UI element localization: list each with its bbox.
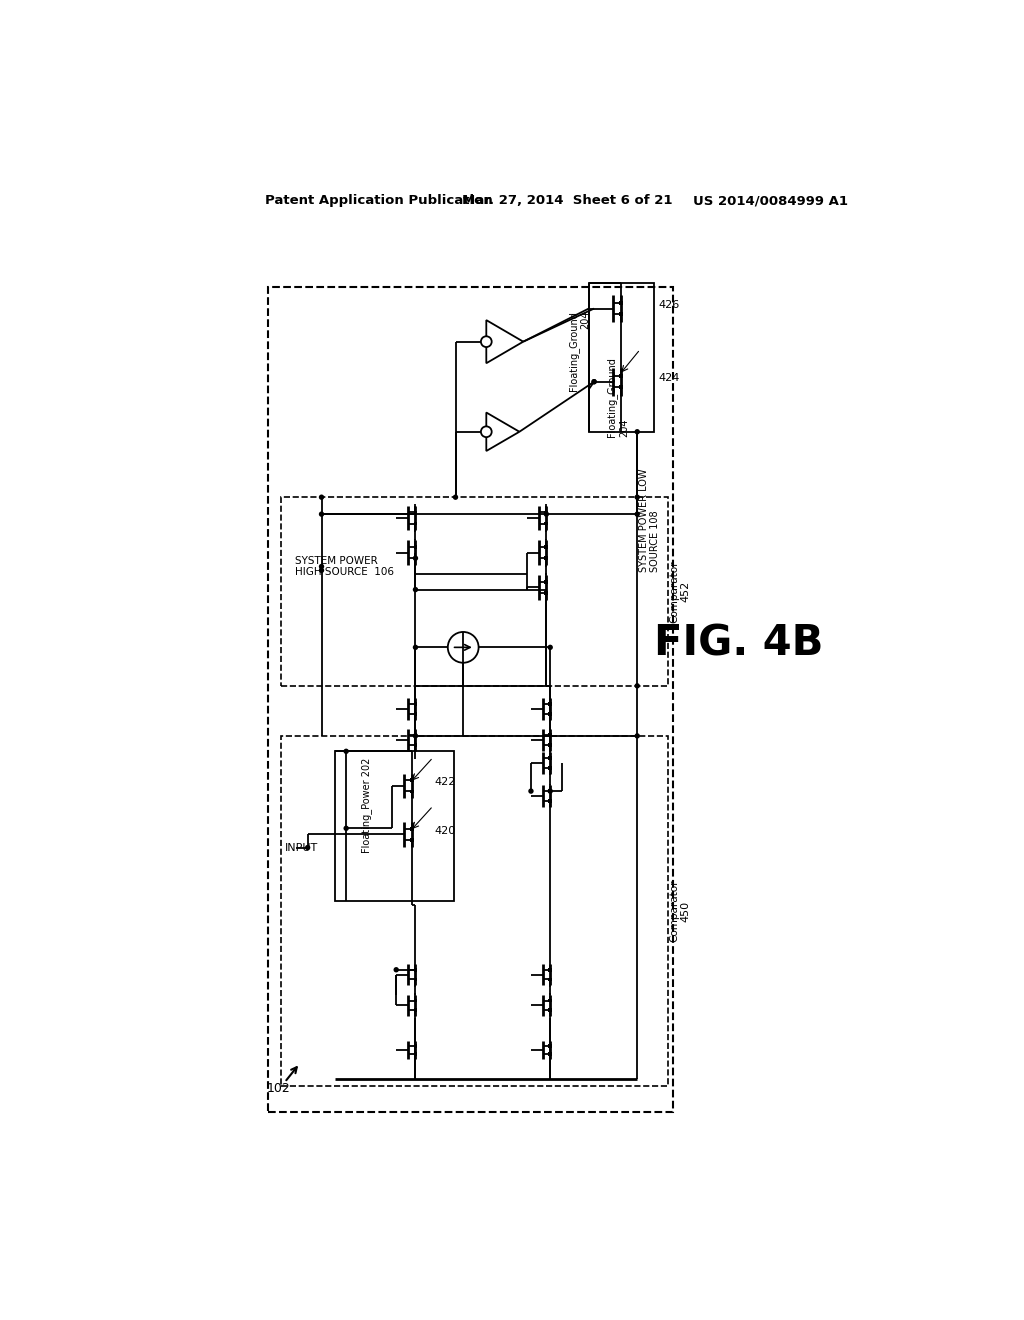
Bar (414, 1044, 418, 1048)
Circle shape (413, 644, 418, 649)
Circle shape (548, 788, 553, 793)
Text: 424: 424 (658, 372, 679, 383)
Bar (410, 789, 414, 793)
Bar (620, 301, 623, 305)
Bar (545, 521, 548, 525)
Circle shape (413, 556, 418, 561)
Bar (410, 838, 414, 842)
Bar (414, 556, 418, 560)
Bar (548, 1008, 552, 1012)
Bar (548, 799, 552, 803)
Bar (545, 545, 548, 549)
Text: Mar. 27, 2014  Sheet 6 of 21: Mar. 27, 2014 Sheet 6 of 21 (462, 194, 672, 207)
Text: Floating_Ground
204: Floating_Ground 204 (567, 312, 590, 391)
Bar (548, 978, 552, 981)
Circle shape (318, 495, 325, 500)
Circle shape (481, 337, 492, 347)
Text: INPUT: INPUT (285, 842, 317, 853)
Circle shape (318, 511, 325, 517)
Bar (414, 999, 418, 1002)
Circle shape (592, 379, 597, 384)
Text: Comparator: Comparator (670, 880, 680, 942)
Text: Patent Application Publication: Patent Application Publication (265, 194, 494, 207)
Circle shape (413, 587, 418, 593)
Bar (414, 1052, 418, 1056)
Bar (548, 756, 552, 760)
Bar (414, 711, 418, 715)
Circle shape (635, 495, 640, 500)
Bar (414, 968, 418, 972)
Bar (548, 766, 552, 770)
Bar (545, 591, 548, 595)
Bar (410, 828, 414, 830)
Bar (545, 511, 548, 515)
Bar (414, 545, 418, 549)
Bar (414, 978, 418, 981)
Text: Floating_Ground
204: Floating_Ground 204 (606, 358, 629, 437)
Bar (414, 733, 418, 737)
Bar (414, 511, 418, 515)
Bar (548, 743, 552, 747)
Bar (414, 743, 418, 747)
Bar (414, 1008, 418, 1012)
Bar (548, 733, 552, 737)
Bar (281, 737, 668, 1086)
Bar (281, 498, 668, 686)
Circle shape (635, 733, 640, 739)
Bar (545, 579, 548, 583)
Bar (620, 312, 623, 315)
Text: 102: 102 (266, 1082, 290, 1096)
Circle shape (635, 684, 640, 689)
Bar (548, 702, 552, 706)
Circle shape (343, 748, 349, 754)
Circle shape (318, 568, 325, 573)
Circle shape (393, 968, 399, 973)
Text: US 2014/0084999 A1: US 2014/0084999 A1 (692, 194, 848, 207)
Circle shape (635, 511, 640, 517)
Text: Floating_Power 202: Floating_Power 202 (361, 758, 373, 853)
Text: Comparator: Comparator (670, 560, 680, 623)
Circle shape (343, 825, 349, 832)
Bar (267, 286, 674, 1111)
Circle shape (318, 564, 325, 569)
Bar (410, 779, 414, 783)
Circle shape (481, 426, 492, 437)
Text: 450: 450 (680, 900, 690, 921)
Bar (548, 968, 552, 972)
Bar (414, 702, 418, 706)
Bar (414, 521, 418, 525)
Circle shape (453, 495, 458, 500)
Bar (335, 751, 454, 902)
Text: 420: 420 (435, 825, 456, 836)
Bar (548, 1044, 552, 1048)
Bar (620, 385, 623, 389)
Bar (548, 999, 552, 1002)
Circle shape (635, 429, 640, 434)
Bar (620, 375, 623, 378)
Circle shape (528, 788, 534, 793)
Bar (545, 556, 548, 560)
Circle shape (548, 644, 553, 649)
Circle shape (592, 379, 597, 384)
Bar (589, 284, 654, 432)
Text: SYSTEM POWER
HIGH SOURCE  106: SYSTEM POWER HIGH SOURCE 106 (295, 556, 393, 577)
Text: FIG. 4B: FIG. 4B (654, 623, 823, 664)
Bar (548, 711, 552, 715)
Text: 452: 452 (680, 581, 690, 602)
Bar (548, 789, 552, 793)
Text: 422: 422 (435, 777, 456, 787)
Circle shape (305, 845, 310, 850)
Circle shape (413, 733, 418, 739)
Text: 426: 426 (658, 300, 679, 310)
Circle shape (544, 511, 549, 517)
Bar (548, 1052, 552, 1056)
Text: SYSTEM POWER LOW
SOURCE 108: SYSTEM POWER LOW SOURCE 108 (639, 469, 660, 572)
